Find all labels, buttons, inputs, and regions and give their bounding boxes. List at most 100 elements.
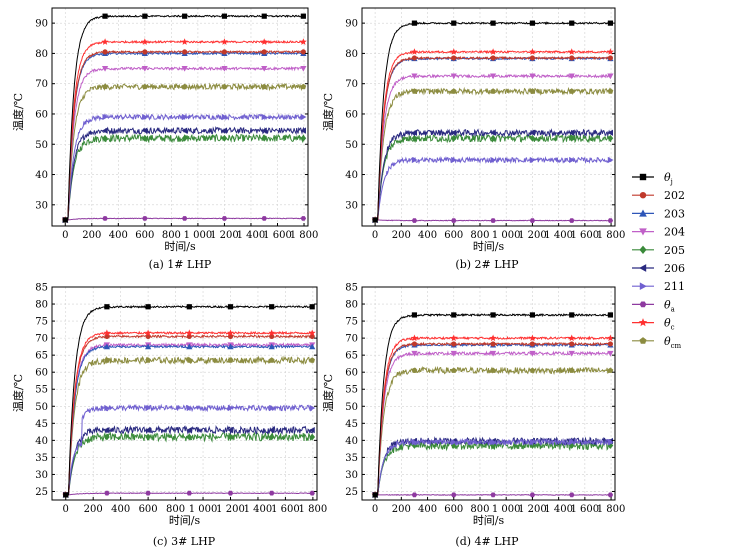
- x-tick-label: 1 400: [544, 230, 573, 241]
- legend-marker-203: [639, 209, 647, 217]
- series-marker-a: [451, 218, 457, 223]
- x-tick-label: 1 400: [244, 504, 273, 515]
- series-marker-j: [451, 20, 457, 26]
- series-marker-j: [529, 312, 536, 318]
- series-marker-205: [261, 134, 268, 142]
- series-marker-204: [261, 65, 268, 72]
- series-marker-202: [490, 55, 496, 61]
- series-marker-c: [221, 38, 228, 45]
- series-marker-211: [102, 113, 109, 121]
- series-marker-205: [104, 433, 110, 441]
- series-marker-204: [529, 350, 536, 357]
- series-marker-j: [142, 13, 148, 19]
- series-marker-211: [269, 404, 275, 412]
- x-tick-label: 800: [166, 504, 185, 515]
- series-marker-a: [300, 216, 307, 221]
- series-marker-205: [141, 134, 148, 142]
- series-marker-206: [227, 427, 234, 434]
- y-tick-label: 50: [345, 140, 358, 151]
- y-tick-label: 30: [35, 200, 48, 211]
- series-line-203: [375, 342, 612, 496]
- series-marker-202: [142, 49, 148, 55]
- legend-item-211: 211: [632, 280, 685, 293]
- legend-item-204: 204: [632, 226, 685, 239]
- series-marker-211: [411, 156, 418, 164]
- series-marker-211: [451, 156, 457, 164]
- series-marker-cm: [221, 83, 228, 90]
- series-marker-j: [63, 492, 69, 498]
- x-tick-label: 0: [372, 230, 378, 241]
- legend-item-a: θa: [632, 298, 675, 313]
- series-marker-j: [145, 304, 151, 310]
- series-marker-205: [607, 134, 614, 142]
- series-marker-j: [411, 20, 418, 26]
- plot-frame: [361, 7, 616, 227]
- series-marker-a: [102, 216, 108, 221]
- series-marker-cm: [450, 88, 457, 94]
- x-tick-label: 200: [392, 230, 411, 241]
- series-marker-205: [145, 433, 151, 441]
- y-tick-label: 50: [345, 402, 358, 413]
- legend-marker-a: [639, 301, 647, 308]
- x-tick-label: 1 600: [571, 504, 600, 515]
- y-tick-label: 70: [345, 334, 358, 345]
- series-marker-204: [568, 73, 575, 80]
- series-marker-205: [227, 433, 234, 441]
- y-tick-label: 35: [35, 453, 48, 464]
- x-tick-label: 1 800: [290, 230, 319, 241]
- plot-frame: [361, 286, 616, 501]
- legend-label: 211: [664, 280, 685, 293]
- y-tick-label: 90: [345, 19, 358, 30]
- x-tick-label: 0: [63, 504, 69, 515]
- x-tick-label: 0: [372, 504, 378, 515]
- y-tick-label: 30: [345, 470, 358, 481]
- series-marker-cm: [450, 367, 457, 373]
- y-tick-label: 40: [345, 170, 358, 181]
- series-marker-204: [450, 350, 457, 357]
- series-line-205: [375, 440, 612, 496]
- legend-label: 205: [664, 244, 685, 257]
- series-marker-206: [101, 127, 108, 134]
- series-marker-203: [309, 343, 316, 350]
- series-line-203: [65, 344, 314, 496]
- series-marker-j: [490, 312, 496, 318]
- legend-marker-211: [639, 282, 647, 291]
- series-marker-cm: [142, 83, 148, 90]
- legend-label: 204: [664, 226, 685, 239]
- series-marker-202: [490, 341, 496, 347]
- series-marker-204: [607, 73, 614, 80]
- x-axis-label: 时间/s: [164, 240, 196, 253]
- x-tick-label: 600: [444, 230, 463, 241]
- series-marker-206: [309, 427, 315, 434]
- series-marker-211: [490, 156, 497, 164]
- series-marker-j: [490, 20, 496, 26]
- y-tick-label: 50: [35, 140, 48, 151]
- panel-caption: (c) 3# LHP: [153, 535, 216, 548]
- x-axis-label: 时间/s: [473, 240, 505, 253]
- series-marker-204: [489, 350, 497, 357]
- series-marker-j: [104, 304, 110, 310]
- x-tick-label: 1 000: [492, 230, 521, 241]
- series-marker-211: [607, 156, 614, 164]
- series-marker-j: [607, 20, 614, 26]
- series-marker-cm: [607, 88, 614, 94]
- y-tick-label: 85: [35, 283, 48, 294]
- series-marker-cm: [529, 367, 536, 373]
- series-marker-206: [607, 129, 614, 136]
- y-tick-label: 80: [345, 49, 358, 60]
- x-tick-label: 800: [470, 230, 489, 241]
- legend-label: 202: [664, 189, 685, 202]
- x-tick-label: 1 200: [216, 504, 245, 515]
- y-tick-label: 80: [345, 300, 358, 311]
- series-marker-a: [490, 492, 496, 498]
- series-marker-206: [568, 129, 575, 136]
- series-marker-211: [607, 438, 614, 446]
- series-marker-204: [411, 73, 418, 80]
- x-tick-label: 400: [418, 504, 437, 515]
- y-tick-label: 30: [35, 470, 48, 481]
- series-marker-205: [102, 134, 108, 142]
- x-tick-label: 200: [84, 504, 103, 515]
- series-marker-204: [411, 350, 418, 357]
- series-marker-c: [308, 329, 316, 336]
- series-line-cm: [65, 82, 305, 221]
